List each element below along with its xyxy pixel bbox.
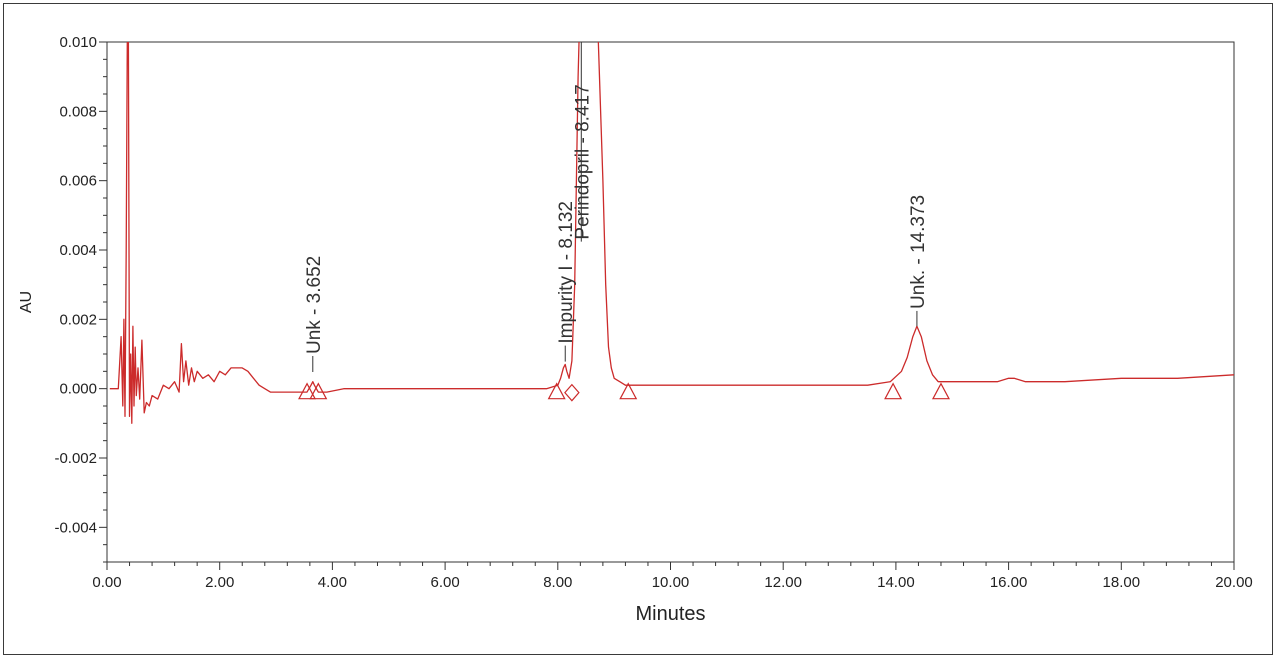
peak-label: Perindopril - 8.417 bbox=[572, 84, 593, 239]
x-tick-label: 16.00 bbox=[990, 574, 1028, 591]
chromatogram-trace bbox=[109, 42, 1234, 424]
x-tick-label: 12.00 bbox=[764, 574, 802, 591]
y-tick-label: 0.006 bbox=[59, 173, 97, 190]
valley-marker bbox=[564, 383, 580, 402]
y-axis-title: AU bbox=[18, 291, 35, 313]
x-tick-label: 10.00 bbox=[652, 574, 690, 591]
baseline-marker bbox=[298, 382, 317, 400]
x-tick-label: 2.00 bbox=[205, 574, 234, 591]
x-tick-label: 0.00 bbox=[92, 574, 121, 591]
chromatogram-chart: 0.010 0.008 0.006 0.004 0.002 0.000 -0.002 -0.0… bbox=[18, 34, 1253, 625]
y-tick-label: 0.010 bbox=[59, 34, 97, 51]
peak-label: Unk. - 14.373 bbox=[908, 195, 929, 309]
trace-layer bbox=[109, 42, 1234, 424]
y-tick-label: -0.002 bbox=[54, 450, 97, 467]
y-tick-label: 0.004 bbox=[59, 242, 97, 259]
peak-labels: Unk - 3.652 Impurity I - 8.132Perindopril… bbox=[304, 42, 929, 372]
baseline-marker bbox=[884, 382, 903, 400]
x-tick-label: 4.00 bbox=[318, 574, 347, 591]
baseline-marker bbox=[547, 382, 566, 400]
x-tick-label: 8.00 bbox=[543, 574, 572, 591]
y-tick-label: -0.004 bbox=[54, 519, 97, 536]
baseline-marker bbox=[931, 382, 950, 400]
axes: 0.010 0.008 0.006 0.004 0.002 0.000 -0.002 -0.0… bbox=[54, 34, 1252, 591]
chart-frame: 0.010 0.008 0.006 0.004 0.002 0.000 -0.002 -0.0… bbox=[3, 3, 1273, 655]
baseline-marker bbox=[309, 382, 328, 400]
x-tick-label: 20.00 bbox=[1215, 574, 1253, 591]
peak-markers bbox=[298, 382, 950, 402]
baseline-marker bbox=[619, 382, 638, 400]
x-axis-title: Minutes bbox=[635, 603, 705, 625]
peak-label: Unk - 3.652 bbox=[304, 256, 325, 354]
y-tick-label: 0.002 bbox=[59, 311, 97, 328]
y-tick-label: 0.008 bbox=[59, 103, 97, 120]
y-tick-label: 0.000 bbox=[59, 381, 97, 398]
peak-label: Impurity I - 8.132 bbox=[556, 201, 577, 344]
x-tick-label: 18.00 bbox=[1103, 574, 1141, 591]
plot-area bbox=[106, 41, 1235, 563]
x-tick-label: 14.00 bbox=[877, 574, 915, 591]
x-tick-label: 6.00 bbox=[430, 574, 459, 591]
